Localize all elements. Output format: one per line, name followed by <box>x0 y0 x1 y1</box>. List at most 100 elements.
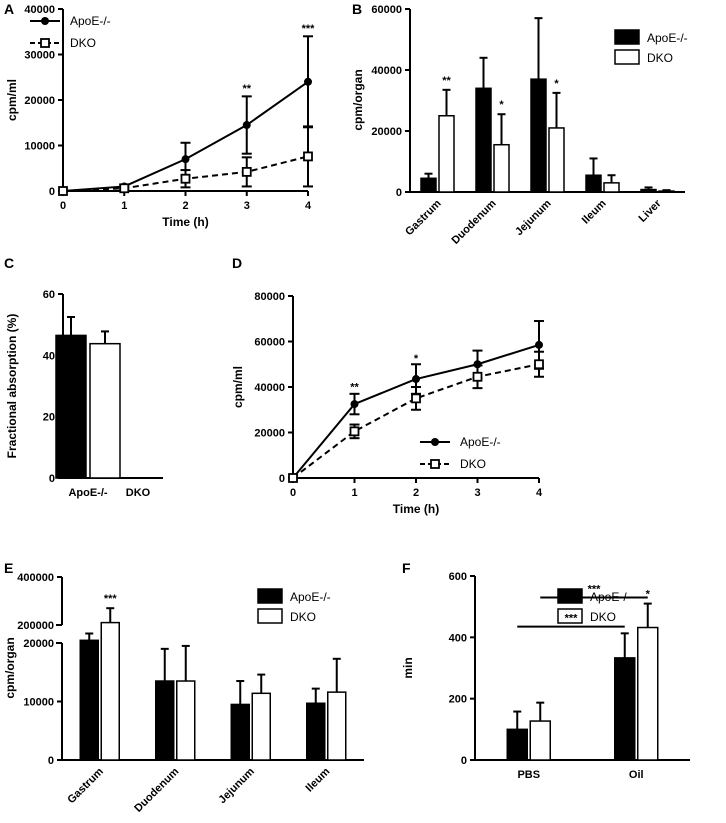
x-tick-label: Ileum <box>304 765 333 794</box>
y-tick-label: 40 <box>43 350 55 362</box>
y-axis-title: Fractional absorption (%) <box>5 314 19 459</box>
legend-label: ApoE-/- <box>647 31 688 45</box>
data-point <box>58 186 68 196</box>
y-tick-label: 200 <box>449 694 467 706</box>
legend-label: DKO <box>647 51 673 65</box>
data-point <box>41 17 49 25</box>
x-tick-label: Jejunum <box>513 197 554 238</box>
data-point <box>412 375 420 384</box>
bar <box>100 621 120 761</box>
data-point <box>288 473 298 483</box>
series-dko <box>58 125 313 196</box>
series-dko <box>438 88 675 193</box>
legend-swatch-dko <box>557 608 583 624</box>
bar <box>637 626 659 761</box>
legend-swatch-apoe <box>614 29 640 45</box>
y-tick-label: 0 <box>49 473 55 485</box>
x-axis-title: Time (h) <box>162 215 208 229</box>
bar <box>55 334 87 479</box>
x-tick-label: Gastrum <box>65 765 106 806</box>
x-axis-title: Time (h) <box>393 502 439 516</box>
legend-swatch-dko <box>257 608 283 624</box>
x-tick-label: 0 <box>290 487 296 499</box>
y-tick-label: 0 <box>48 755 54 767</box>
y-tick-label: 40000 <box>371 65 402 77</box>
bar <box>585 174 602 193</box>
data-point <box>180 173 191 184</box>
bar <box>327 691 347 761</box>
y-tick-label: 20000 <box>371 126 402 138</box>
y-tick-label: 0 <box>461 755 467 767</box>
data-point <box>40 38 50 48</box>
panel-label-e: E <box>4 560 13 576</box>
y-tick-label: 60000 <box>254 337 285 349</box>
legend-label: DKO <box>290 610 316 624</box>
panel-label-a: A <box>4 1 14 17</box>
significance-label: *** <box>104 593 118 605</box>
x-tick-label: Duodenum <box>132 765 181 814</box>
y-tick-label: 20 <box>43 412 55 424</box>
significance-label: ** <box>242 83 251 95</box>
x-tick-label: DKO <box>126 487 151 499</box>
legend-label: ApoE-/- <box>70 14 111 28</box>
bar <box>658 190 675 193</box>
y-tick-label: 0 <box>279 473 285 485</box>
series-apoe <box>506 632 636 761</box>
y-tick-label: 80000 <box>254 291 285 303</box>
legend-label: DKO <box>460 457 486 471</box>
significance-label: * <box>646 589 651 601</box>
series-dko <box>100 607 347 761</box>
panel-e: Gastrum Duodenum Jejunum Ileum *** ApoE-/- DKO… <box>17 572 364 815</box>
y-tick-label: 400000 <box>17 572 54 584</box>
bar <box>614 657 636 761</box>
x-tick-label: 1 <box>351 487 357 499</box>
bar <box>640 188 657 193</box>
legend-swatch-dko <box>614 49 640 65</box>
y-axis-title: cpm/organ <box>3 637 17 698</box>
series-dko <box>288 350 544 483</box>
y-axis-title: cpm/ml <box>231 366 245 408</box>
x-tick-label: ApoE-/- <box>68 487 107 499</box>
bar <box>230 703 250 761</box>
data-point <box>411 393 421 404</box>
significance-label: ** <box>350 381 359 393</box>
significance-label: *** <box>588 583 602 595</box>
data-point <box>431 438 439 446</box>
data-point <box>535 340 543 349</box>
x-tick-label: 3 <box>244 200 250 212</box>
y-tick-label: 30000 <box>24 50 55 62</box>
series-apoe <box>79 632 326 761</box>
y-tick-label: 60 <box>43 289 55 301</box>
x-tick-label: Ileum <box>580 197 609 226</box>
significance-label: *** <box>302 23 316 35</box>
series-apoe <box>420 17 657 193</box>
legend-swatch-apoe <box>557 588 583 604</box>
series-apoe <box>55 316 87 479</box>
panel-b: 0 20000 40000 60000 Gastrum Duodenum Jejunum Il… <box>371 4 687 247</box>
bar <box>251 692 271 761</box>
series-dko <box>529 602 659 761</box>
significance-label: * <box>499 99 504 111</box>
series-dko <box>89 330 121 479</box>
panel-label-d: D <box>232 255 242 271</box>
bar <box>176 680 196 761</box>
bar <box>79 639 99 761</box>
significance-label: ** <box>442 75 451 87</box>
x-tick-label: 0 <box>60 200 66 212</box>
y-axis-title: cpm/organ <box>351 69 365 130</box>
significance-label: * <box>414 353 419 365</box>
bar <box>603 182 620 193</box>
y-tick-label: 40000 <box>24 4 55 16</box>
y-tick-label: 400 <box>449 632 467 644</box>
y-tick-label: 10000 <box>24 141 55 153</box>
y-tick-label: 20000 <box>23 638 54 650</box>
x-tick-label: 3 <box>474 487 480 499</box>
bar <box>529 720 551 761</box>
data-point <box>242 121 251 130</box>
bar <box>530 78 547 193</box>
x-tick-label: 4 <box>536 487 543 499</box>
data-point <box>241 166 252 177</box>
